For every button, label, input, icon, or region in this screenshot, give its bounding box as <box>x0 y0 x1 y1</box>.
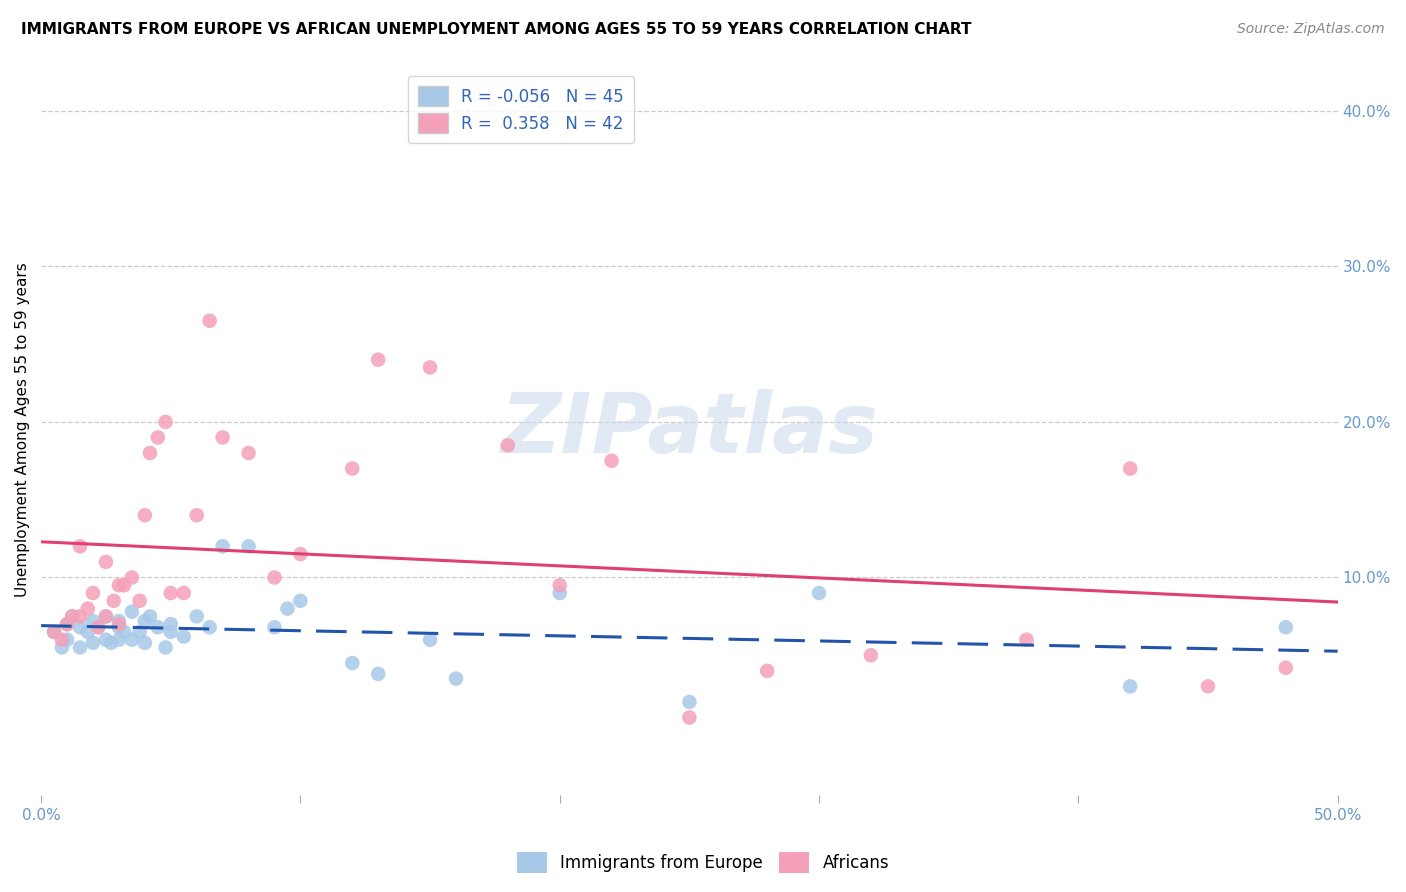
Point <box>108 632 131 647</box>
Point <box>108 617 131 632</box>
Point <box>51 632 73 647</box>
Point <box>69 609 91 624</box>
Point <box>173 630 195 644</box>
Point <box>548 578 571 592</box>
Point <box>103 594 125 608</box>
Point <box>276 601 298 615</box>
Point <box>87 620 110 634</box>
Point <box>238 540 260 554</box>
Point <box>342 461 364 475</box>
Point <box>290 594 312 608</box>
Point <box>76 624 98 639</box>
Point <box>159 624 181 639</box>
Point <box>100 636 122 650</box>
Point <box>238 446 260 460</box>
Point <box>146 620 169 634</box>
Point <box>211 540 233 554</box>
Point <box>128 624 150 639</box>
Point <box>155 415 177 429</box>
Point <box>600 454 623 468</box>
Point <box>146 430 169 444</box>
Point <box>42 624 65 639</box>
Point <box>1119 461 1142 475</box>
Point <box>87 620 110 634</box>
Point <box>1197 679 1219 693</box>
Point <box>139 609 162 624</box>
Point <box>263 570 285 584</box>
Point <box>1274 620 1296 634</box>
Point <box>342 656 364 670</box>
Point <box>263 620 285 634</box>
Point <box>419 360 441 375</box>
Point <box>56 617 79 632</box>
Point <box>108 578 131 592</box>
Point <box>134 636 156 650</box>
Point <box>69 540 91 554</box>
Text: ZIPatlas: ZIPatlas <box>501 389 879 470</box>
Point <box>112 578 135 592</box>
Point <box>186 508 208 523</box>
Point <box>121 570 143 584</box>
Text: Source: ZipAtlas.com: Source: ZipAtlas.com <box>1237 22 1385 37</box>
Point <box>69 620 91 634</box>
Point <box>198 314 221 328</box>
Point <box>139 446 162 460</box>
Point <box>548 586 571 600</box>
Point <box>808 586 831 600</box>
Point <box>186 609 208 624</box>
Point <box>94 632 117 647</box>
Point <box>134 614 156 628</box>
Point <box>94 609 117 624</box>
Point <box>94 555 117 569</box>
Point <box>82 586 104 600</box>
Text: IMMIGRANTS FROM EUROPE VS AFRICAN UNEMPLOYMENT AMONG AGES 55 TO 59 YEARS CORRELA: IMMIGRANTS FROM EUROPE VS AFRICAN UNEMPL… <box>21 22 972 37</box>
Point <box>42 624 65 639</box>
Point <box>159 586 181 600</box>
Point <box>211 430 233 444</box>
Point <box>82 636 104 650</box>
Point <box>367 667 389 681</box>
Point <box>60 609 83 624</box>
Point <box>82 614 104 628</box>
Point <box>1274 661 1296 675</box>
Point <box>51 640 73 655</box>
Point <box>56 617 79 632</box>
Point <box>678 695 700 709</box>
Legend: R = -0.056   N = 45, R =  0.358   N = 42: R = -0.056 N = 45, R = 0.358 N = 42 <box>408 76 634 144</box>
Point <box>76 601 98 615</box>
Point <box>1119 679 1142 693</box>
Point <box>56 632 79 647</box>
Point <box>159 617 181 632</box>
Point <box>121 605 143 619</box>
Point <box>108 620 131 634</box>
Point <box>128 594 150 608</box>
Point <box>419 632 441 647</box>
Point <box>173 586 195 600</box>
Legend: Immigrants from Europe, Africans: Immigrants from Europe, Africans <box>510 846 896 880</box>
Point <box>69 640 91 655</box>
Point <box>108 614 131 628</box>
Point <box>134 508 156 523</box>
Y-axis label: Unemployment Among Ages 55 to 59 years: Unemployment Among Ages 55 to 59 years <box>15 262 30 597</box>
Point <box>290 547 312 561</box>
Point <box>444 672 467 686</box>
Point <box>60 609 83 624</box>
Point <box>198 620 221 634</box>
Point <box>112 624 135 639</box>
Point <box>756 664 779 678</box>
Point <box>496 438 519 452</box>
Point <box>121 632 143 647</box>
Point <box>859 648 882 663</box>
Point <box>1015 632 1038 647</box>
Point <box>678 710 700 724</box>
Point <box>155 640 177 655</box>
Point <box>94 609 117 624</box>
Point <box>367 352 389 367</box>
